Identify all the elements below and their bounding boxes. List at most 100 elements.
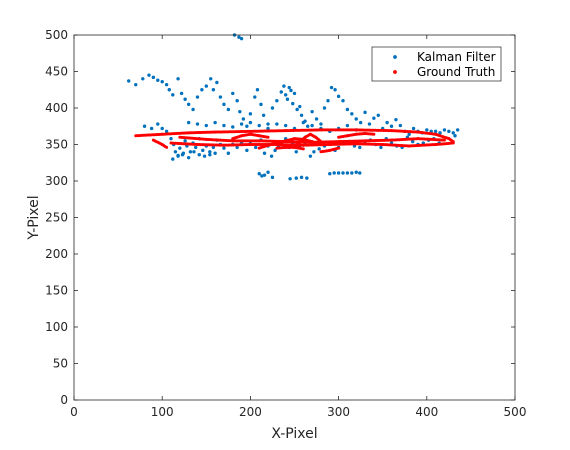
kalman-point [253,145,258,150]
kalman-point [241,117,246,121]
x-tick-label: 0 [70,405,78,419]
ground-truth-point [301,147,305,151]
kalman-point [176,154,180,158]
kalman-point [358,145,362,150]
kalman-point [253,95,257,99]
kalman-point [226,107,231,112]
kalman-point [326,99,330,103]
kalman-point [358,120,363,125]
kalman-point [270,106,275,110]
kalman-point [442,128,447,132]
kalman-point [363,110,367,115]
kalman-point [147,73,151,77]
kalman-point [270,175,275,180]
kalman-point [407,132,411,136]
kalman-point [282,84,286,88]
kalman-point [341,171,345,175]
kalman-point [285,97,290,101]
kalman-point [218,95,223,99]
kalman-point [294,176,298,180]
kalman-point [151,75,156,80]
kalman-point [336,171,341,175]
kalman-point [204,84,208,88]
kalman-point [332,171,336,175]
y-tick-label: 0 [60,393,68,407]
kalman-point [345,171,350,175]
kalman-point [211,145,216,150]
kalman-point [345,123,350,128]
kalman-point [410,139,415,144]
kalman-point [231,125,235,129]
kalman-point [429,129,433,134]
kalman-point [299,113,304,118]
kalman-point [215,80,219,85]
kalman-point [328,172,332,176]
kalman-point [308,154,313,158]
kalman-point [208,150,212,154]
kalman-point [345,107,350,112]
kalman-point [376,113,380,118]
kalman-point [255,88,260,92]
data-layer [126,33,460,181]
kalman-point [209,77,213,81]
kalman-point [354,117,358,121]
kalman-point [379,145,383,150]
ground-truth-point [266,135,270,139]
kalman-point [248,112,253,116]
ticks-layer: 0 100 200 300 400 500 0 50 100 150 200 250 300 350 400… [45,28,526,419]
kalman-point [188,150,193,154]
x-tick-label: 200 [239,405,262,419]
kalman-point [314,117,319,121]
kalman-point [310,123,314,128]
kalman-point [149,126,154,131]
kalman-point [354,170,358,174]
kalman-point [266,170,270,174]
kalman-point [178,146,182,150]
kalman-point [269,154,274,158]
kalman-point [222,146,226,150]
kalman-point [389,124,394,128]
kalman-point [257,123,261,128]
kalman-point [222,102,226,107]
kalman-point [208,153,212,157]
y-tick-label: 100 [45,320,68,334]
kalman-point [257,172,261,176]
y-tick-label: 300 [45,174,68,188]
kalman-point [451,131,455,135]
kalman-point [176,77,180,81]
legend-marker-kalman [393,55,397,59]
kalman-point [160,126,164,131]
kalman-point [385,120,389,125]
kalman-point [288,177,292,181]
axes-box [73,34,516,401]
legend: Kalman Filter Ground Truth [371,46,502,82]
x-axis-label: X-Pixel [271,426,317,442]
kalman-point [245,148,249,153]
x-tick-label: 500 [504,405,527,419]
x-tick-label: 400 [415,405,438,419]
kalman-point [283,123,288,128]
kalman-point [181,151,186,155]
kalman-point [279,90,283,94]
kalman-point [350,171,354,175]
kalman-point [266,126,270,131]
kalman-point [398,123,403,128]
legend-box [371,46,502,82]
legend-marker-ground-truth [393,70,397,74]
kalman-point [394,117,398,122]
kalman-point [275,122,279,126]
kalman-point [295,107,299,112]
kalman-point [200,88,204,92]
kalman-point [266,122,270,126]
kalman-point [367,122,372,126]
y-tick-label: 250 [45,211,68,225]
kalman-point [171,157,175,161]
kalman-point [186,155,191,160]
kalman-point [195,95,200,99]
kalman-point [141,77,145,81]
kalman-point [453,134,457,138]
y-axis-label: Y-Pixel [26,195,42,240]
kalman-point [202,154,207,158]
legend-label-ground-truth: Ground Truth [417,65,495,79]
